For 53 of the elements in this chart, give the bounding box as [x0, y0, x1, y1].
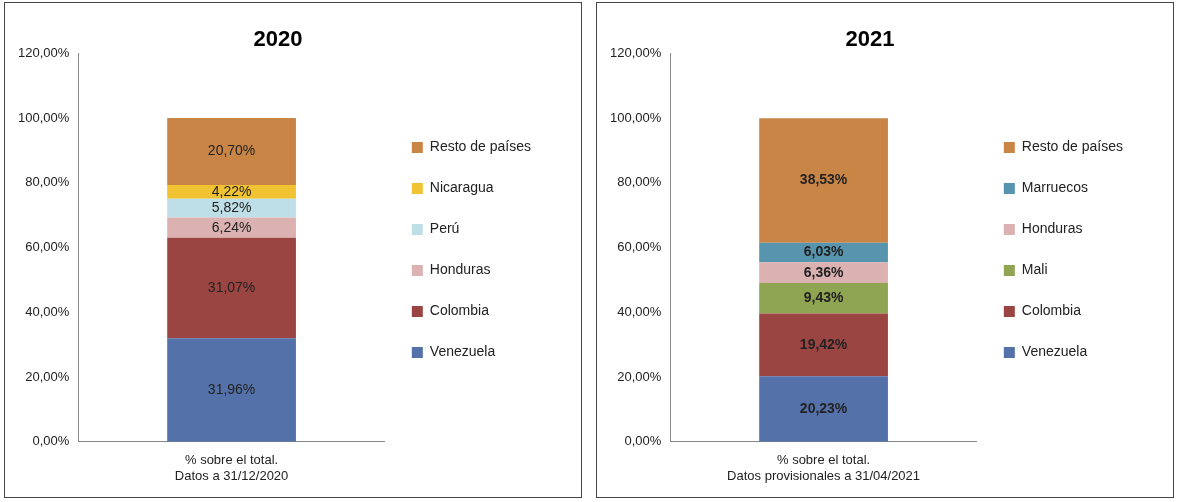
data-label: 4,22%	[211, 182, 252, 199]
y-tick-label: 100,00%	[609, 109, 662, 125]
y-tick-label: 80,00%	[25, 174, 70, 190]
legend-label: Colombia	[1021, 302, 1082, 319]
chart-title: 2020	[253, 26, 303, 52]
x-tick-label: % sobre el total. Datos a 31/12/2020	[174, 452, 289, 483]
x-tick-label: % sobre el total. Datos provisionales a 31/04/2021	[727, 452, 921, 483]
data-label: 20,23%	[799, 399, 848, 416]
y-tick-label: 40,00%	[617, 303, 662, 319]
bar	[759, 313, 888, 377]
data-label: 9,43%	[803, 289, 844, 306]
data-label: 6,36%	[803, 263, 844, 280]
y-tick-label: 0,00%	[624, 433, 662, 449]
data-label: 6,24%	[211, 218, 252, 235]
data-label: 5,82%	[211, 199, 252, 216]
y-tick-label: 120,00%	[17, 44, 70, 60]
y-tick-label: 20,00%	[617, 368, 662, 384]
data-label: 20,70%	[207, 142, 256, 159]
legend-label: Venezuela	[1021, 343, 1088, 360]
data-label: 19,42%	[799, 335, 848, 352]
legend-label: Honduras	[1021, 220, 1083, 237]
data-label: 6,03%	[803, 243, 844, 260]
y-tick-label: 60,00%	[25, 239, 70, 255]
y-tick-label: 0,00%	[32, 433, 70, 449]
legend-label: Perú	[429, 220, 460, 237]
legend-label: Resto de países	[429, 138, 531, 155]
legend-label: Nicaragua	[429, 179, 494, 196]
y-tick-label: 60,00%	[617, 239, 662, 255]
bar	[759, 282, 888, 314]
legend-label: Mali	[1021, 261, 1048, 278]
bar	[759, 376, 888, 442]
y-tick-label: 120,00%	[609, 44, 662, 60]
bar	[759, 118, 888, 243]
legend-label: Colombia	[429, 302, 490, 319]
y-tick-label: 80,00%	[617, 174, 662, 190]
bar	[167, 118, 296, 186]
bar	[167, 237, 296, 339]
legend-label: Marruecos	[1021, 179, 1088, 196]
data-label: 38,53%	[799, 171, 848, 188]
legend-label: Honduras	[429, 261, 491, 278]
bar	[167, 338, 296, 442]
legend-label: Resto de países	[1021, 138, 1123, 155]
legend-label: Venezuela	[429, 343, 496, 360]
chart-title: 2021	[845, 26, 895, 52]
bar	[759, 262, 888, 283]
data-label: 31,07%	[207, 278, 256, 295]
bar	[167, 217, 296, 238]
y-tick-label: 100,00%	[17, 109, 70, 125]
bar	[167, 198, 296, 218]
bar	[167, 185, 296, 199]
y-tick-label: 40,00%	[25, 303, 70, 319]
y-tick-label: 20,00%	[25, 368, 70, 384]
data-label: 31,96%	[207, 380, 256, 397]
